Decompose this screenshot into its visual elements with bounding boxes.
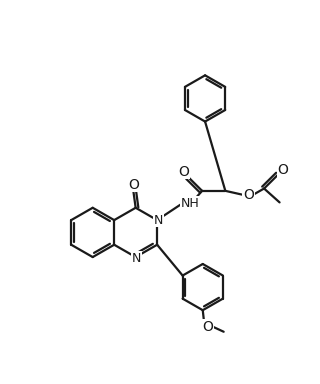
Text: O: O (178, 165, 189, 179)
Text: O: O (277, 163, 288, 177)
Text: NH: NH (180, 197, 199, 210)
Text: O: O (243, 188, 254, 202)
Text: O: O (128, 178, 139, 192)
Text: O: O (202, 320, 213, 334)
Text: N: N (132, 252, 141, 265)
Text: N: N (154, 214, 164, 227)
